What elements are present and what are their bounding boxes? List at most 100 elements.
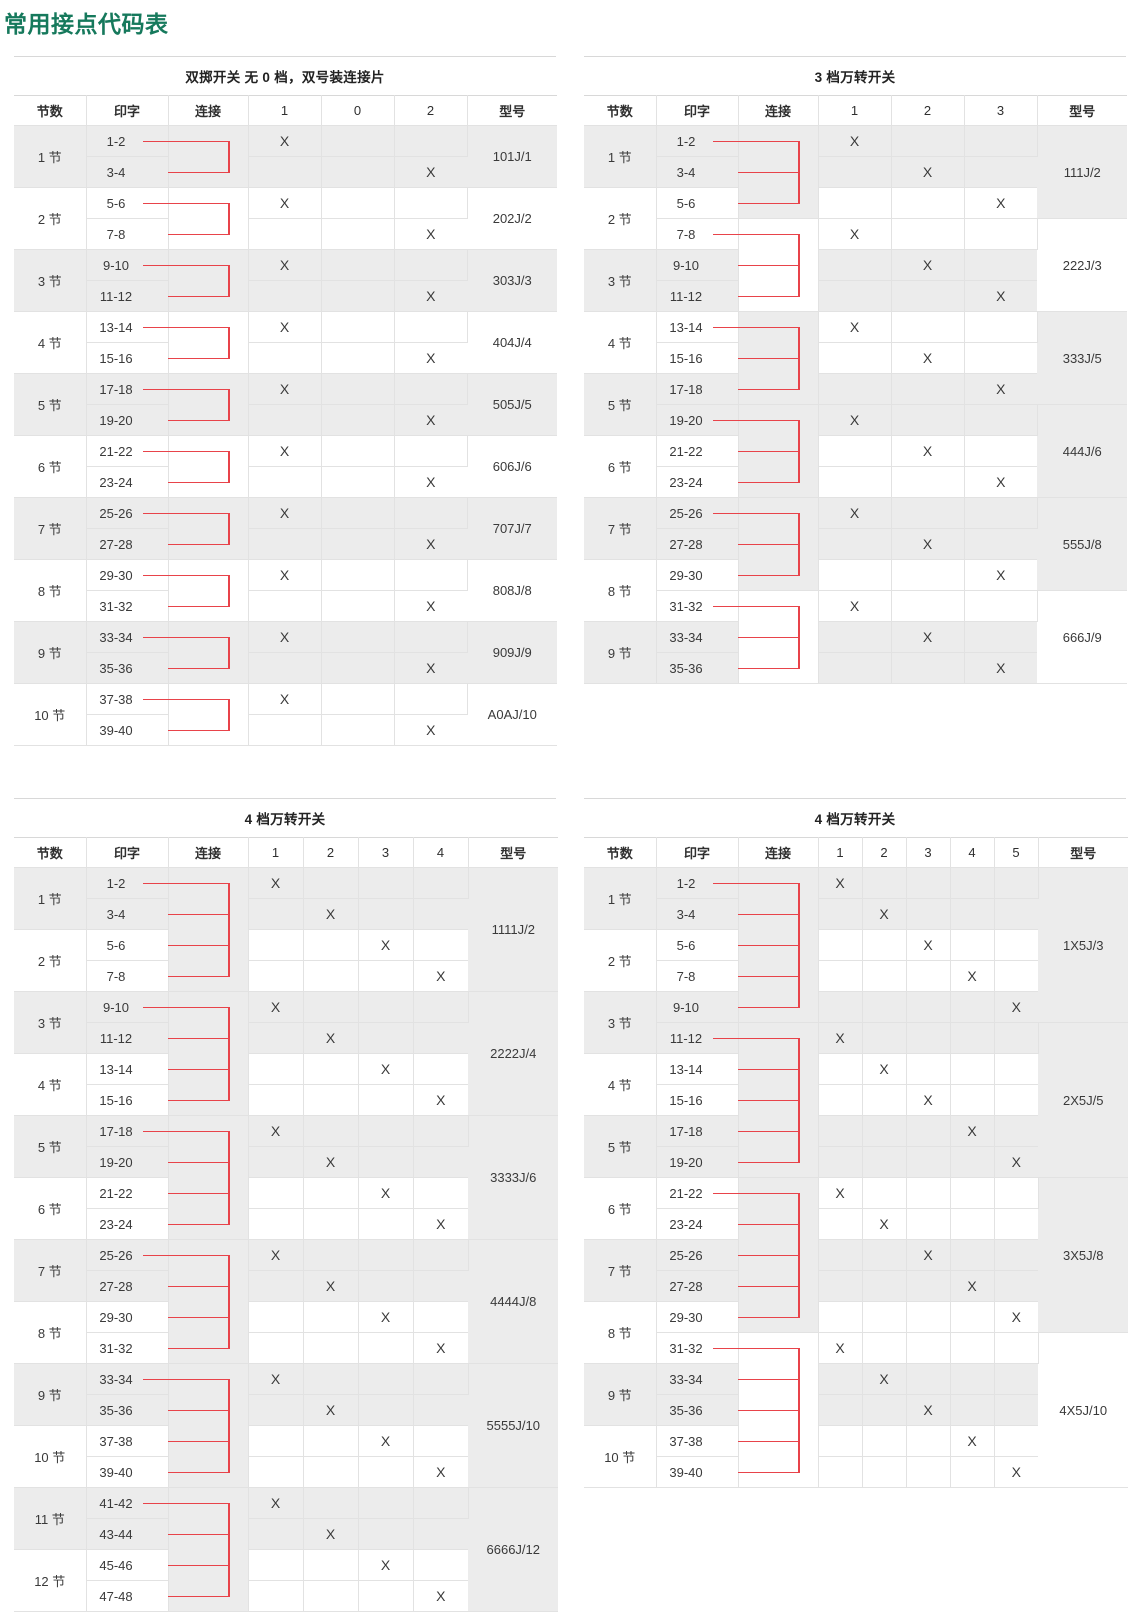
contact-mark: X xyxy=(426,288,436,304)
section-cell: 3 节 xyxy=(584,991,657,1054)
table-row: 7-8 X xyxy=(14,960,558,992)
position-cell-2: X xyxy=(862,1053,907,1085)
position-cell-2: X xyxy=(394,466,467,498)
position-cell-4 xyxy=(413,1146,468,1178)
position-cell-3 xyxy=(906,1177,951,1209)
contact-code-table: 节数 印字 连接 1 2 3 4 5 型号 1 节 1-2 X 1X5J/3 3-4 X 2 节 5-6 X 7-8… xyxy=(584,837,1128,1488)
position-cell-5 xyxy=(994,1115,1038,1147)
column-header-2: 连接 xyxy=(738,95,819,126)
pin-label: 29-30 xyxy=(669,567,703,583)
table-header-row: 节数 印字 连接 1 0 2 型号 xyxy=(14,95,557,126)
position-cell-1: X xyxy=(818,497,892,529)
position-cell-4 xyxy=(413,1425,468,1457)
pin-label: 19-20 xyxy=(669,412,703,428)
pin-cell: 37-38 xyxy=(656,1425,739,1457)
contact-mark: X xyxy=(922,629,933,645)
position-cell-1 xyxy=(248,652,322,684)
pin-cell: 41-42 xyxy=(86,1487,169,1519)
contact-mark: X xyxy=(380,1061,391,1077)
pin-label: 25-26 xyxy=(669,505,703,521)
position-cell-3 xyxy=(964,125,1038,157)
pin-label: 21-22 xyxy=(669,443,703,459)
position-cell-4 xyxy=(950,1239,995,1271)
pin-cell: 5-6 xyxy=(86,187,169,219)
pin-label: 39-40 xyxy=(669,1464,703,1480)
position-cell-3 xyxy=(906,867,951,899)
position-cell-3 xyxy=(906,1146,951,1178)
table-row: 27-28 X xyxy=(584,1270,1128,1302)
position-cell-2 xyxy=(862,1270,907,1302)
position-cell-2 xyxy=(394,683,468,715)
position-cell-1 xyxy=(818,652,892,684)
bracket-vertical-bar xyxy=(227,203,230,234)
bracket-vertical-bar xyxy=(797,606,800,668)
column-header-7: 5 xyxy=(994,837,1039,868)
position-cell-2: X xyxy=(303,1022,359,1054)
position-cell-3: X xyxy=(906,1084,951,1116)
pin-cell: 35-36 xyxy=(656,652,739,684)
position-cell-1 xyxy=(818,342,892,374)
pin-label: 31-32 xyxy=(99,598,133,614)
position-cell-2 xyxy=(303,1549,359,1581)
table-row: 5 节 17-18 X 3333J/6 xyxy=(14,1115,558,1240)
column-header-6: 型号 xyxy=(1037,95,1127,126)
pin-cell: 29-30 xyxy=(656,1301,739,1333)
bracket-vertical-bar xyxy=(227,1007,230,1100)
position-cell-3 xyxy=(964,218,1038,250)
pin-cell: 31-32 xyxy=(86,1332,169,1364)
contact-mark: X xyxy=(270,1495,281,1511)
position-cell-3 xyxy=(358,1239,414,1271)
pin-label: 21-22 xyxy=(669,1185,703,1201)
contact-mark: X xyxy=(279,133,290,149)
contact-code-table: 节数 印字 连接 1 2 3 4 型号 1 节 1-2 X 1111J/2 3-4 X 2 节 5-6 X 7-8… xyxy=(14,837,558,1612)
contact-mark: X xyxy=(436,1216,446,1232)
position-cell-1 xyxy=(248,960,304,992)
pin-cell: 1-2 xyxy=(656,125,739,157)
pin-cell: 5-6 xyxy=(86,929,169,961)
table-row: 1 节 1-2 X 1X5J/3 xyxy=(584,867,1128,1023)
contact-mark: X xyxy=(426,722,436,738)
position-cell-1 xyxy=(818,898,863,930)
table-row: 6 节 21-22 X xyxy=(584,435,1127,498)
table-row: 7-8 X xyxy=(584,960,1128,992)
contact-mark: X xyxy=(426,350,436,366)
table-row: 31-32 X 4X5J/10 xyxy=(584,1332,1128,1488)
position-cell-4 xyxy=(413,1549,468,1581)
position-cell-4: X xyxy=(950,1270,995,1302)
column-header-5: 2 xyxy=(394,95,468,126)
position-cell-3 xyxy=(358,867,414,899)
contact-mark: X xyxy=(996,381,1006,397)
position-cell-2 xyxy=(303,1053,359,1085)
table-row: 39-40 X xyxy=(584,1456,1128,1488)
position-cell-2: X xyxy=(394,218,467,250)
position-cell-5 xyxy=(994,960,1038,992)
position-cell-4 xyxy=(413,1270,468,1302)
bracket-vertical-bar xyxy=(227,1503,230,1596)
table-row: 3-4 X xyxy=(14,898,558,930)
position-cell-2: X xyxy=(394,342,467,374)
model-cell: A0AJ/10 xyxy=(467,683,557,746)
connection-cell xyxy=(712,404,819,498)
position-cell-2 xyxy=(394,187,468,219)
position-cell-5: X xyxy=(994,1146,1038,1178)
position-cell-1: X xyxy=(818,867,863,899)
position-cell-1 xyxy=(248,1394,304,1426)
position-cell-2: X xyxy=(394,590,467,622)
position-cell-1: X xyxy=(818,218,892,250)
table-row: 7 节 25-26 X 707J/7 xyxy=(14,497,557,560)
position-cell-2 xyxy=(394,125,468,157)
position-cell-4 xyxy=(950,1394,995,1426)
position-cell-2 xyxy=(303,991,359,1023)
contact-mark: X xyxy=(436,1588,446,1604)
table-row: 23-24 X xyxy=(584,1208,1128,1240)
table-header-row: 节数 印字 连接 1 2 3 4 型号 xyxy=(14,837,558,868)
contact-mark: X xyxy=(279,629,290,645)
table-row: 9 节 33-34 X 909J/9 xyxy=(14,621,557,684)
pin-cell: 19-20 xyxy=(86,404,169,436)
position-cell-1 xyxy=(248,1549,304,1581)
pin-label: 27-28 xyxy=(99,536,133,552)
connection-cell xyxy=(712,1177,819,1333)
pin-label: 35-36 xyxy=(669,660,703,676)
position-cell-3: X xyxy=(358,1425,414,1457)
position-cell-3: X xyxy=(358,929,414,961)
